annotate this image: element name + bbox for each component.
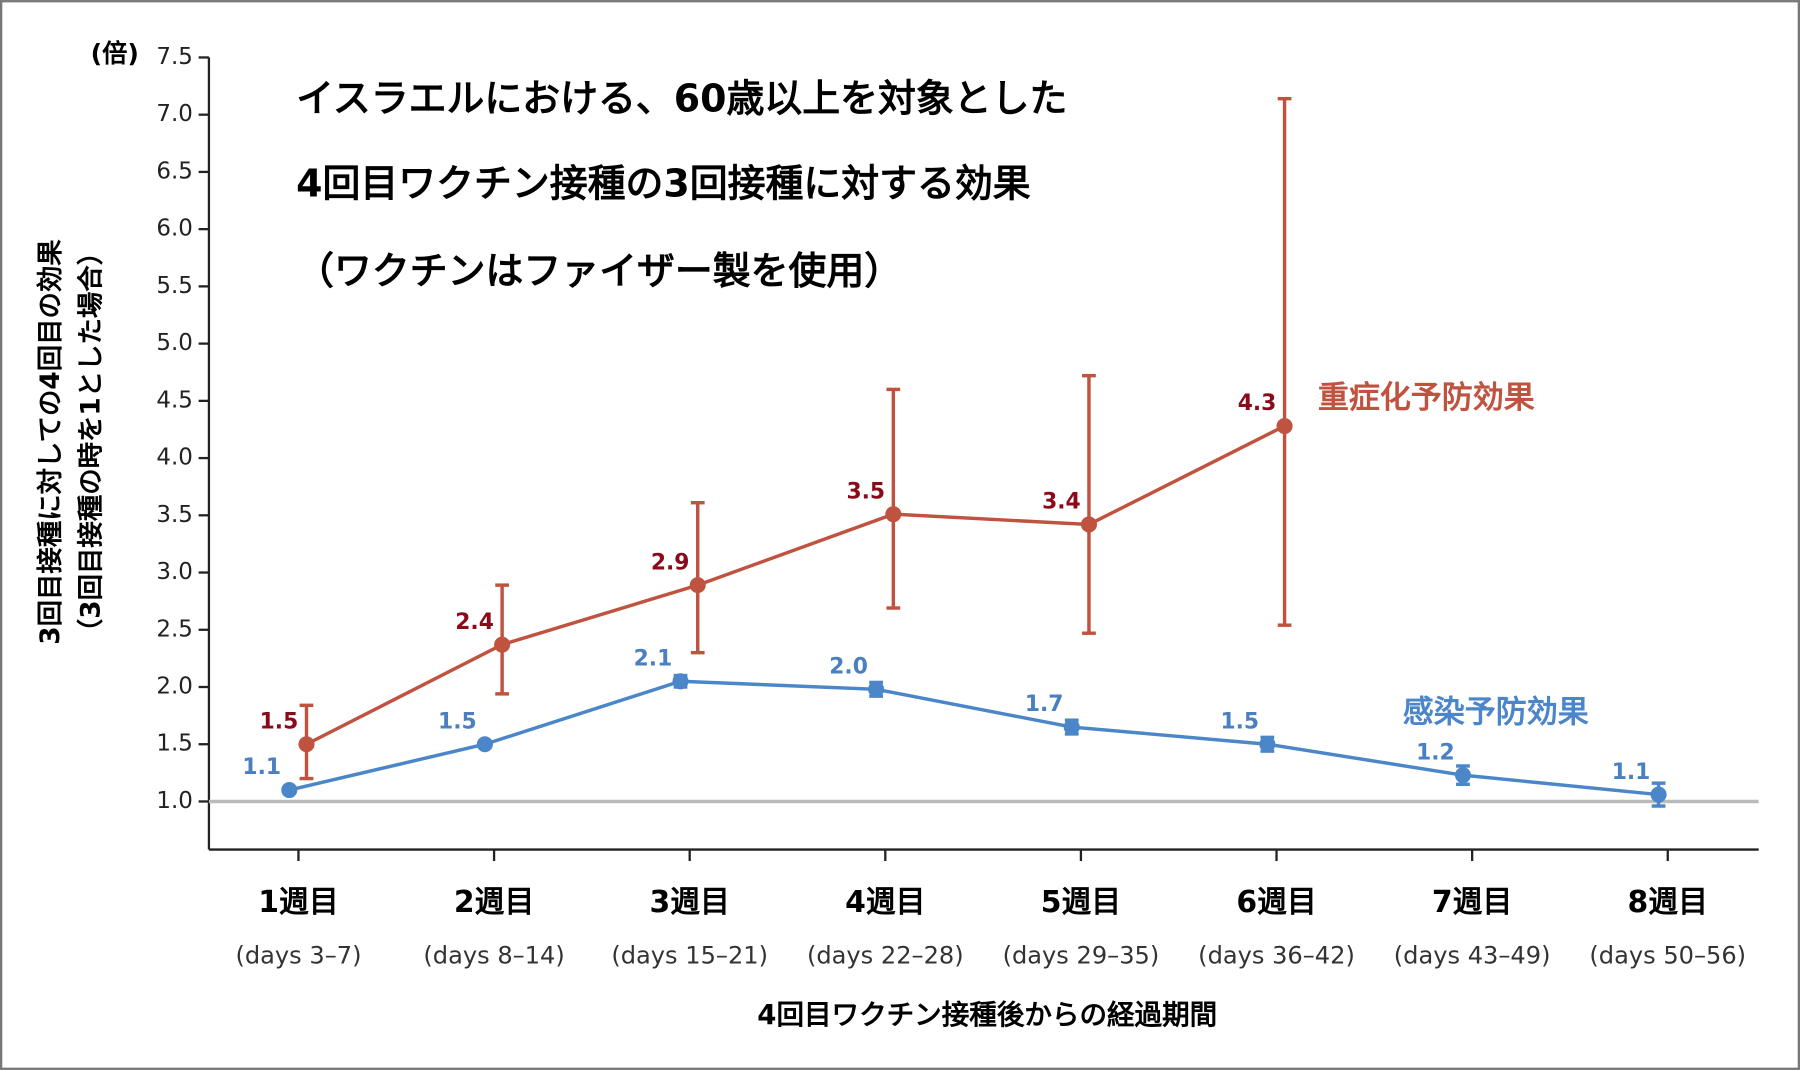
x-tick-label: 4週目	[845, 885, 925, 920]
x-tick-sublabel: (days 50–56)	[1589, 941, 1746, 969]
value-label: 2.1	[634, 646, 673, 671]
y-axis-label: 3回目接種に対しての4回目の効果	[35, 239, 66, 645]
y-tick-label: 3.5	[156, 502, 192, 528]
point	[1080, 516, 1097, 533]
x-tick-label: 7週目	[1432, 885, 1512, 920]
value-label: 2.9	[651, 550, 690, 575]
point	[1063, 719, 1080, 736]
x-tick-sublabel: (days 43–49)	[1394, 941, 1551, 969]
x-tick-label: 1週目	[258, 885, 338, 920]
point	[1259, 736, 1276, 753]
x-tick-label: 3週目	[649, 885, 729, 920]
value-label: 1.1	[242, 755, 281, 780]
y-tick-label: 2.0	[156, 674, 192, 700]
y-tick-label: 6.0	[156, 216, 192, 242]
point	[1276, 417, 1293, 435]
x-tick-label: 8週目	[1628, 885, 1708, 920]
y-tick-label: 3.0	[156, 559, 192, 585]
x-tick-label: 5週目	[1041, 885, 1121, 920]
value-label: 1.2	[1416, 740, 1455, 765]
legend-label: 重症化予防効果	[1318, 380, 1535, 416]
title-line: 4回目ワクチン接種の3回接種に対する効果	[296, 162, 1031, 206]
y-tick-label: 6.5	[156, 158, 192, 184]
title-line: （ワクチンはファイザー製を使用）	[296, 249, 902, 293]
x-tick-sublabel: (days 29–35)	[1003, 941, 1160, 969]
x-tick-sublabel: (days 15–21)	[611, 941, 768, 969]
y-tick-label: 4.5	[156, 387, 192, 413]
value-label: 1.5	[438, 709, 477, 734]
error-bar	[1277, 96, 1292, 627]
y-axis-label-sub: （3回目接種の時を1とした場合）	[75, 239, 106, 645]
series-line	[288, 679, 1659, 797]
value-label: 1.1	[1612, 760, 1651, 785]
x-tick-sublabel: (days 8–14)	[423, 941, 564, 969]
y-tick-label: 1.5	[156, 731, 192, 757]
y-tick-label: 5.0	[156, 330, 192, 356]
legend-label: 感染予防効果	[1403, 695, 1589, 731]
x-tick-label: 2週目	[454, 885, 534, 920]
x-tick-sublabel: (days 36–42)	[1198, 941, 1355, 969]
y-tick-label: 5.5	[156, 273, 192, 299]
point	[689, 577, 706, 594]
point	[281, 781, 298, 799]
point	[298, 736, 315, 753]
y-tick-label: 7.0	[156, 101, 192, 127]
value-label: 3.5	[846, 479, 885, 504]
point	[885, 506, 902, 523]
value-label: 4.3	[1238, 391, 1277, 416]
x-tick-sublabel: (days 22–28)	[807, 941, 964, 969]
y-tick-label: 7.5	[156, 44, 192, 70]
value-label: 1.5	[1220, 709, 1259, 734]
error-bar	[886, 387, 901, 610]
y-unit: (倍)	[91, 39, 139, 68]
x-tick-sublabel: (days 3–7)	[235, 941, 361, 969]
x-tick-label: 6週目	[1236, 885, 1316, 920]
point	[1454, 767, 1471, 784]
value-label: 1.7	[1025, 692, 1064, 717]
value-label: 2.0	[829, 654, 868, 679]
point	[476, 736, 493, 753]
y-tick-label: 1.0	[156, 788, 192, 814]
point	[1650, 786, 1667, 803]
point	[868, 681, 885, 698]
value-label: 1.5	[260, 709, 299, 734]
title-line: イスラエルにおける、60歳以上を対象とした	[296, 77, 1067, 121]
point	[672, 673, 689, 690]
y-tick-label: 4.0	[156, 445, 192, 471]
error-bar	[1082, 373, 1096, 635]
value-label: 2.4	[455, 610, 494, 635]
x-axis-label: 4回目ワクチン接種後からの経過期間	[757, 999, 1217, 1031]
y-tick-label: 2.5	[156, 616, 192, 642]
value-label: 3.4	[1042, 490, 1081, 515]
point	[494, 636, 511, 653]
series-line	[305, 424, 1286, 746]
